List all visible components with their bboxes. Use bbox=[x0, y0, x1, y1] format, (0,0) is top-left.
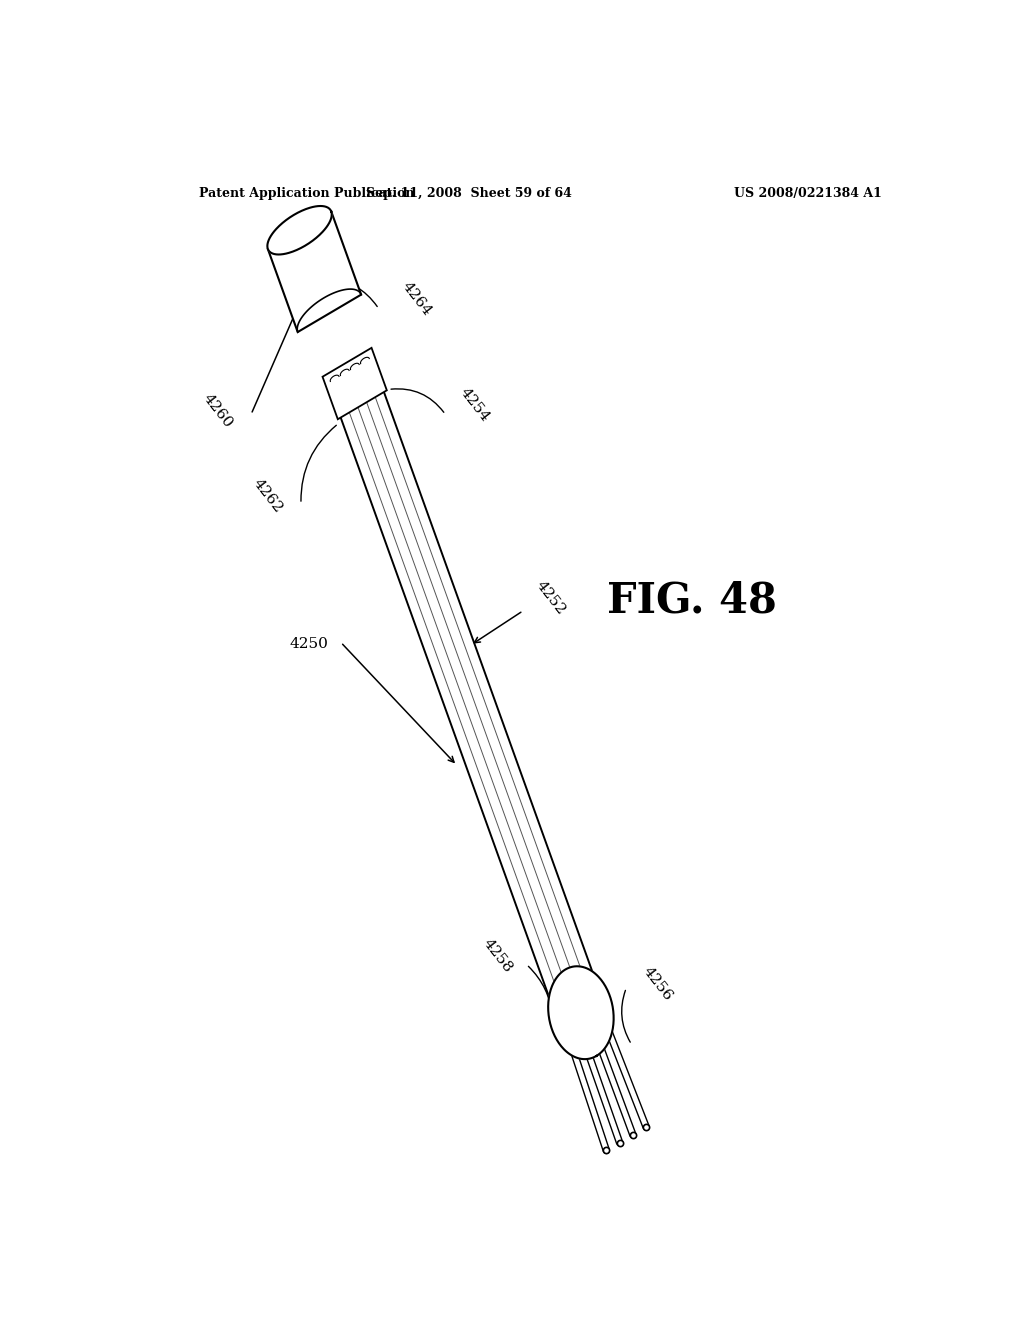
Text: US 2008/0221384 A1: US 2008/0221384 A1 bbox=[734, 187, 882, 199]
Text: FIG. 48: FIG. 48 bbox=[606, 579, 776, 622]
Text: 4258: 4258 bbox=[480, 937, 515, 975]
Polygon shape bbox=[267, 206, 332, 255]
Text: Sep. 11, 2008  Sheet 59 of 64: Sep. 11, 2008 Sheet 59 of 64 bbox=[367, 187, 572, 199]
Text: 4250: 4250 bbox=[290, 638, 329, 651]
Text: 4264: 4264 bbox=[399, 279, 434, 318]
Text: Patent Application Publication: Patent Application Publication bbox=[200, 187, 415, 199]
Polygon shape bbox=[341, 392, 596, 1008]
Text: 4262: 4262 bbox=[250, 477, 285, 516]
Polygon shape bbox=[268, 211, 361, 333]
Text: 4260: 4260 bbox=[200, 391, 236, 430]
Text: 4252: 4252 bbox=[532, 578, 567, 618]
Polygon shape bbox=[548, 966, 613, 1059]
Text: 4254: 4254 bbox=[458, 384, 493, 424]
Polygon shape bbox=[323, 348, 387, 420]
Text: 4256: 4256 bbox=[640, 964, 675, 1003]
